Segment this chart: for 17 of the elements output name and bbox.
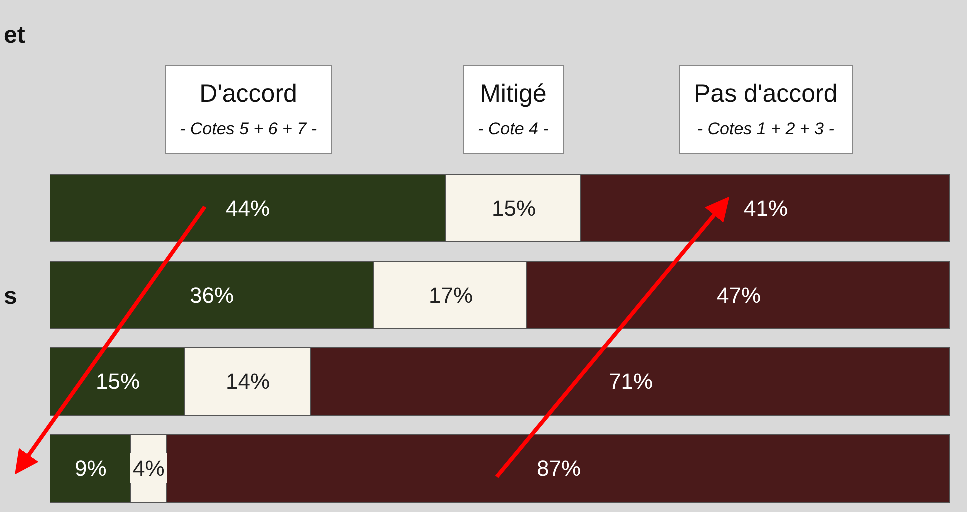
- series-label: D'accord - Cotes 5 + 6 + 7 -: [180, 80, 318, 138]
- data-label: 14%: [226, 369, 270, 394]
- text: et: [4, 22, 26, 49]
- data-label: 4%: [133, 456, 165, 481]
- data-label: 47%: [717, 283, 762, 308]
- data-label: 71%: [609, 369, 654, 394]
- data-label: 44%: [226, 196, 270, 221]
- text: s: [4, 283, 18, 310]
- series-label: Pas d'accord - Cotes 1 + 2 + 3 -: [694, 80, 838, 138]
- data-label: 15%: [96, 369, 140, 394]
- data-label: 41%: [744, 196, 788, 221]
- series-label: Mitigé - Cote 4 -: [478, 80, 550, 138]
- data-label: 36%: [190, 283, 234, 308]
- data-label: 87%: [537, 456, 582, 481]
- data-label: 17%: [429, 283, 474, 308]
- data-label: 15%: [492, 196, 536, 221]
- data-label: 9%: [75, 456, 107, 481]
